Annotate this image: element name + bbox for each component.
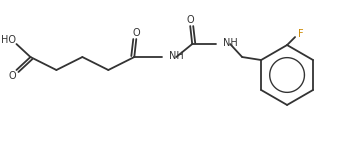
Text: O: O [132, 28, 140, 38]
Text: O: O [186, 15, 194, 25]
Text: O: O [9, 71, 16, 81]
Text: NH: NH [223, 38, 238, 48]
Text: HO: HO [1, 35, 16, 45]
Text: F: F [298, 29, 304, 39]
Text: NH: NH [169, 51, 184, 61]
